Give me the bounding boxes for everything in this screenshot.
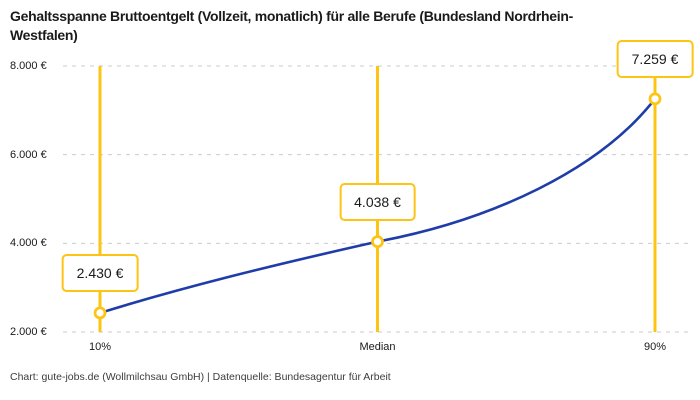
value-label-median: 4.038 €	[339, 182, 416, 221]
data-point-marker[interactable]	[93, 306, 107, 320]
data-point-marker[interactable]	[648, 92, 662, 106]
y-tick-label: 4.000 €	[10, 237, 47, 250]
x-tick-label-90percent: 90%	[643, 341, 667, 353]
x-tick-label-median: Median	[359, 341, 396, 353]
y-tick-label: 8.000 €	[10, 60, 47, 72]
value-label-90percent: 7.259 €	[616, 39, 694, 78]
value-label-10percent: 2.430 €	[61, 253, 139, 292]
data-point-marker[interactable]	[371, 235, 384, 249]
y-tick-label: 6.000 €	[10, 148, 47, 161]
y-tick-label: 2.000 €	[10, 326, 47, 338]
chart-title: Gehaltsspanne Bruttoentgelt (Vollzeit, m…	[10, 8, 573, 43]
x-tick-label-10percent: 10%	[88, 341, 112, 353]
chart-footer-source: Chart: gute-jobs.de (Wollmilchsau GmbH) …	[10, 371, 391, 383]
